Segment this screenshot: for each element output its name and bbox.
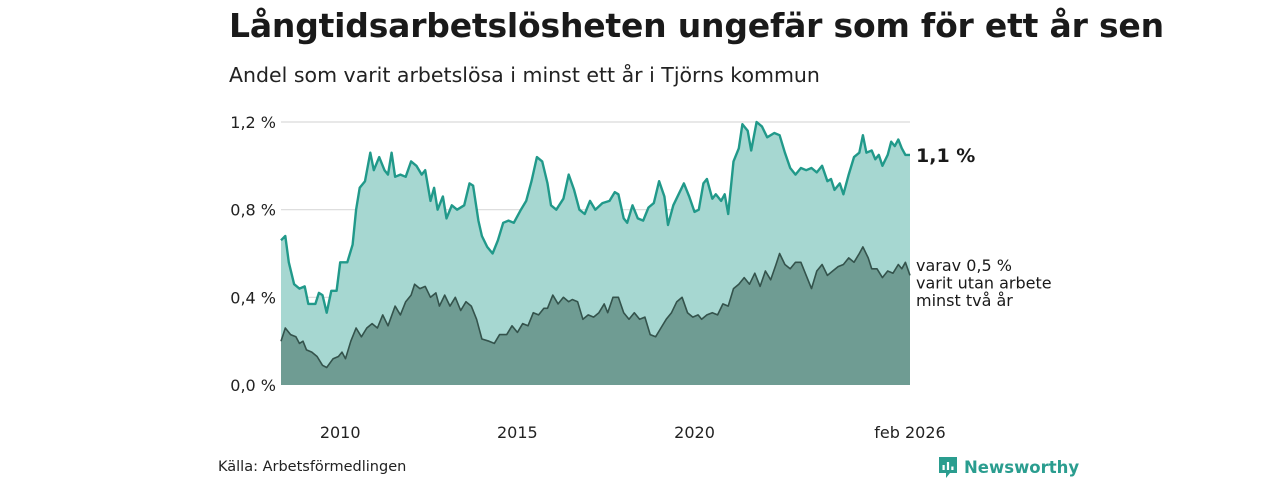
y-tick-label: 0,4 % (230, 288, 276, 307)
series-2-end-label-line: varit utan arbete (916, 274, 1052, 293)
brand-logo: Newsworthy (938, 455, 1079, 479)
series-2-end-label-line: minst två år (916, 291, 1013, 310)
chart-title: Långtidsarbetslösheten ungefär som för e… (229, 6, 1164, 45)
y-axis: 0,0 % 0,4 % 0,8 % 1,2 % (230, 113, 276, 395)
source-note: Källa: Arbetsförmedlingen (218, 459, 407, 475)
x-tick-label: 2015 (497, 423, 538, 442)
x-axis: 2010 2015 2020 feb 2026 (320, 423, 946, 442)
x-tick-label: feb 2026 (874, 423, 945, 442)
x-tick-label: 2020 (674, 423, 715, 442)
series-1-end-label: 1,1 % (916, 145, 975, 167)
chart-subtitle: Andel som varit arbetslösa i minst ett å… (229, 63, 820, 87)
y-tick-label: 0,8 % (230, 201, 276, 220)
y-tick-label: 1,2 % (230, 113, 276, 132)
brand-name: Newsworthy (964, 457, 1080, 477)
x-tick-label: 2010 (320, 423, 361, 442)
series-lines (280, 120, 911, 369)
newsworthy-logo-icon (939, 457, 957, 478)
series-2-end-label-line: varav 0,5 % (916, 256, 1012, 275)
series-line-1 (280, 120, 910, 314)
series-line-2 (280, 246, 911, 369)
y-tick-label: 0,0 % (230, 376, 276, 395)
series-areas (281, 122, 910, 385)
